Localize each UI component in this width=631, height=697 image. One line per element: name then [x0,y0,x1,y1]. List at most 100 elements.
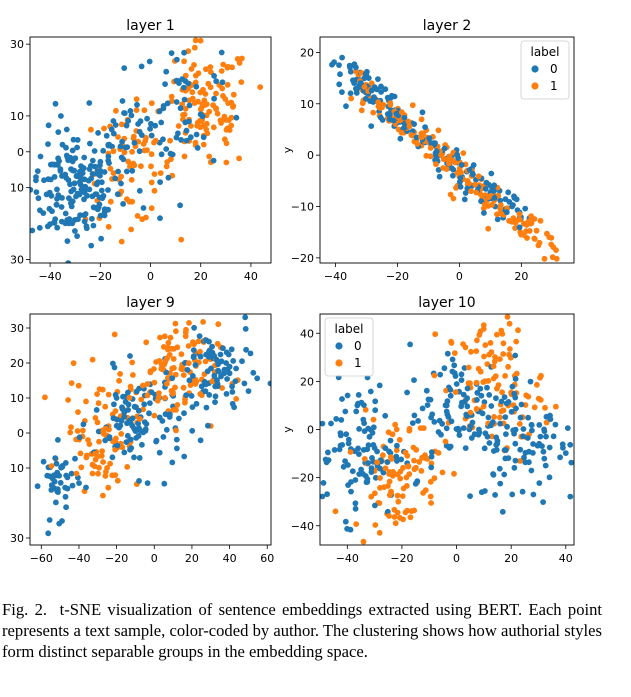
x-tick-label: −60 [30,552,53,565]
x-tick-label: 0 [453,552,460,565]
point-label-0 [368,87,375,94]
point-label-0 [129,415,136,422]
point-label-1 [162,395,168,401]
point-label-0 [62,484,68,491]
point-label-1 [92,450,98,457]
point-label-0 [508,408,515,415]
point-label-0 [448,418,455,425]
point-label-0 [339,89,345,95]
point-label-0 [53,460,60,467]
point-label-0 [193,83,200,90]
point-label-0 [546,474,553,481]
point-label-0 [511,464,518,471]
point-label-1 [89,461,96,468]
point-label-0 [431,141,438,148]
point-label-0 [519,488,526,495]
point-label-0 [75,173,82,180]
point-label-1 [89,470,96,477]
axes-frame [319,36,575,264]
point-label-0 [138,63,145,70]
point-label-0 [230,358,237,364]
point-label-1 [166,351,173,358]
point-label-0 [505,189,512,196]
caption-label: Fig. 2. [2,600,48,619]
point-label-1 [428,500,434,506]
point-label-0 [140,205,147,211]
point-label-0 [214,381,221,388]
y-axis-label: y [281,426,294,433]
point-label-0 [95,428,102,435]
point-label-0 [449,356,456,363]
point-label-1 [105,484,112,491]
point-label-0 [228,346,235,353]
point-label-0 [80,421,87,428]
point-label-0 [363,71,370,78]
point-label-1 [502,373,508,379]
point-label-1 [125,158,132,165]
point-label-0 [72,455,78,462]
point-label-0 [120,156,127,163]
y-tick-label: −20 [291,252,314,265]
point-label-0 [470,162,477,168]
point-label-0 [98,179,105,186]
point-label-0 [441,145,448,152]
point-label-0 [247,350,254,357]
point-label-1 [173,328,179,335]
point-label-0 [57,479,64,486]
point-label-0 [191,324,198,331]
point-label-0 [63,472,70,479]
point-label-1 [152,137,159,144]
point-label-1 [451,350,458,356]
point-label-0 [206,392,213,398]
point-label-0 [76,434,83,441]
point-label-0 [426,135,433,142]
point-label-1 [513,338,520,345]
point-label-0 [497,197,504,204]
point-label-0 [33,174,39,180]
point-label-0 [375,76,381,82]
point-label-1 [100,459,106,465]
point-label-0 [433,148,440,155]
panel-layer-9: layer 9 −60 −40 −20 0 20 40 60 30 20 10 0 10 30 [10,295,274,565]
point-label-0 [193,131,200,138]
point-label-1 [189,89,196,96]
point-label-1 [172,384,178,391]
point-label-0 [453,381,460,387]
point-label-0 [58,113,64,119]
legend-marker [335,342,343,350]
point-label-0 [488,403,495,409]
point-label-1 [164,380,170,387]
point-label-0 [79,170,86,177]
point-label-0 [165,174,172,181]
point-label-0 [229,389,236,395]
point-label-1 [348,95,355,102]
point-label-1 [452,389,459,395]
point-label-1 [138,396,145,403]
point-label-0 [336,62,342,68]
point-label-1 [494,385,500,392]
point-label-1 [398,109,405,115]
point-label-1 [553,255,560,262]
point-label-0 [546,444,553,451]
point-label-0 [45,141,51,148]
point-label-1 [203,126,210,133]
point-label-1 [516,211,523,218]
point-label-1 [191,341,197,348]
y-tick-label: 20 [300,375,314,388]
point-label-1 [156,390,162,396]
point-label-0 [455,427,462,434]
point-label-0 [71,167,78,174]
point-label-0 [443,408,450,415]
point-label-1 [195,70,202,77]
point-label-0 [464,413,470,419]
point-label-0 [162,411,169,418]
point-label-0 [164,100,171,107]
point-label-1 [170,389,176,396]
point-label-1 [377,475,383,481]
y-tick-label: 20 [300,46,314,59]
point-label-0 [212,399,218,405]
legend-entry: 0 [550,62,558,76]
point-label-1 [225,100,232,106]
point-label-1 [110,170,117,177]
point-label-0 [482,186,489,192]
